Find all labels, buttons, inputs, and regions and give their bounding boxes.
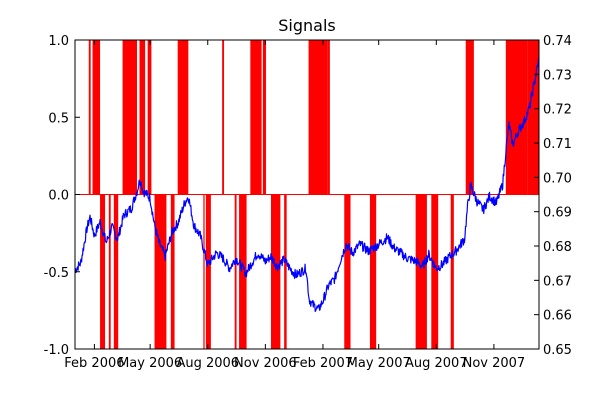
signal-bar-19 — [284, 194, 287, 349]
signal-bar-1 — [92, 40, 101, 195]
x-tick-label-2: Aug 2006 — [176, 356, 239, 371]
y-right-tick-label-6: 0.71 — [543, 137, 572, 152]
signal-bar-27 — [465, 40, 474, 195]
x-tick-label-3: Nov 2006 — [234, 356, 297, 371]
signal-bar-25 — [431, 194, 439, 349]
price-series-line — [74, 58, 540, 313]
signal-bar-26 — [450, 194, 454, 349]
x-tick-label-5: May 2007 — [347, 356, 411, 371]
axis-ticks: -1.0 -0.5 0.0 0.5 1.0 0.65 0.66 0.67 0.68 0.69 0.7… — [44, 34, 572, 371]
y-right-tick-label-8: 0.73 — [543, 68, 572, 83]
x-tick-label-6: Aug 2007 — [405, 356, 468, 371]
signal-bar-18 — [270, 194, 281, 349]
y-left-tick-label-1: -0.5 — [44, 266, 69, 281]
chart-title: Signals — [278, 16, 335, 35]
y-right-tick-label-5: 0.70 — [543, 171, 572, 186]
signal-bar-9 — [170, 194, 175, 349]
signal-bar-29 — [527, 40, 539, 195]
signal-bar-20 — [308, 40, 328, 195]
signal-bar-14 — [234, 194, 237, 349]
signal-bar-12 — [205, 194, 211, 349]
signal-bar-4 — [113, 194, 119, 349]
y-right-tick-label-3: 0.68 — [543, 240, 572, 255]
price-layer — [74, 58, 540, 313]
signal-layer — [75, 40, 539, 349]
x-tick-label-7: Nov 2007 — [463, 356, 526, 371]
y-right-tick-label-7: 0.72 — [543, 103, 572, 118]
signal-bar-16 — [250, 40, 262, 195]
signal-bar-0 — [88, 40, 91, 195]
x-tick-label-0: Feb 2006 — [64, 356, 124, 371]
y-right-tick-label-2: 0.67 — [543, 274, 572, 289]
signal-bar-6 — [139, 40, 146, 195]
signal-bar-8 — [154, 194, 167, 349]
x-tick-label-4: Feb 2007 — [293, 356, 353, 371]
signal-bar-24 — [415, 194, 427, 349]
signal-bar-17 — [262, 40, 266, 195]
signal-bar-5 — [122, 40, 137, 195]
signal-bar-7 — [147, 40, 152, 195]
y-right-tick-label-4: 0.69 — [543, 206, 572, 221]
y-left-tick-label-4: 1.0 — [48, 34, 69, 49]
signal-bar-3 — [108, 194, 111, 349]
y-right-tick-label-0: 0.65 — [543, 343, 572, 358]
x-tick-label-1: May 2006 — [118, 356, 182, 371]
signal-bar-13 — [222, 40, 225, 195]
y-left-tick-label-3: 0.5 — [48, 111, 69, 126]
y-right-tick-label-1: 0.66 — [543, 309, 572, 324]
signal-bar-21 — [327, 40, 330, 195]
y-left-tick-label-2: 0.0 — [48, 189, 69, 204]
signal-bar-22 — [344, 194, 351, 349]
signal-bar-10 — [177, 40, 189, 195]
signal-bar-2 — [100, 194, 106, 349]
y-left-tick-label-0: -1.0 — [44, 343, 69, 358]
signal-bar-15 — [239, 194, 247, 349]
signal-bar-23 — [369, 194, 377, 349]
y-right-tick-label-9: 0.74 — [543, 34, 572, 49]
signal-bar-11 — [203, 194, 205, 349]
signal-bar-28 — [505, 40, 528, 195]
